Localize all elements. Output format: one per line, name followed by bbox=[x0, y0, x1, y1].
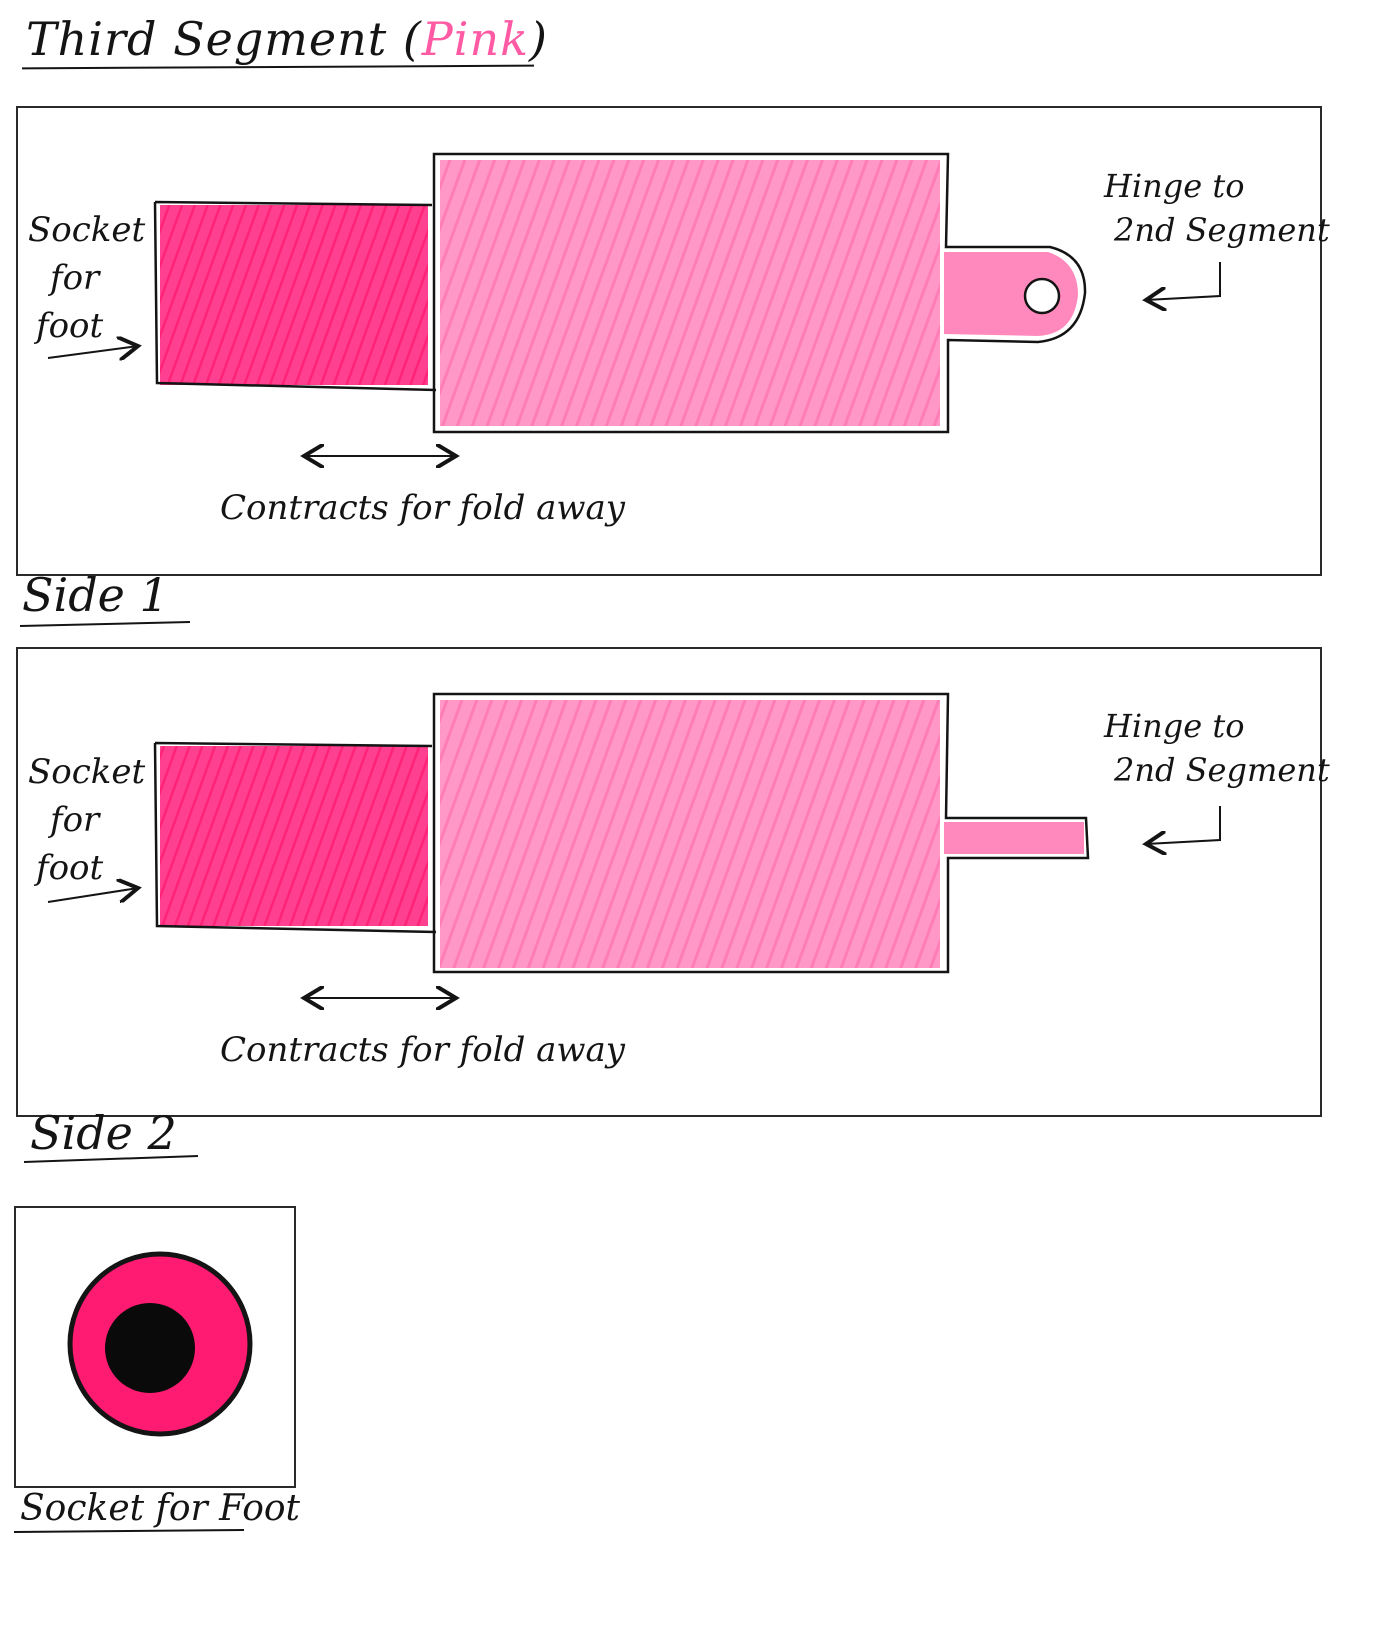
side1-panel bbox=[16, 106, 1322, 576]
side1-hinge-tab bbox=[944, 252, 1078, 336]
end-view-caption: Socket for Foot bbox=[20, 1488, 301, 1529]
end-view-drawing bbox=[67, 1251, 253, 1437]
side1-hinge-arrow bbox=[1146, 262, 1221, 300]
side2-caption-underline bbox=[23, 1155, 199, 1163]
side1-hinge-hole bbox=[1023, 277, 1061, 315]
side2-contract-label: Contracts for fold away bbox=[220, 1030, 625, 1070]
side1-socket-fill bbox=[160, 205, 428, 385]
side2-panel bbox=[16, 647, 1322, 1117]
side1-socket-arrow bbox=[47, 346, 138, 358]
side2-body-fill bbox=[440, 700, 940, 968]
side2-socket-fill bbox=[160, 746, 428, 926]
side1-body-outline bbox=[432, 152, 1087, 434]
side2-body-outline bbox=[432, 692, 1090, 974]
page-title: Third Segment (Pink) bbox=[26, 12, 548, 66]
side1-caption: Side 1 bbox=[22, 568, 169, 622]
side1-body-fill bbox=[440, 160, 940, 426]
side2-socket-arrow bbox=[47, 888, 138, 903]
side2-hinge-arrow bbox=[1146, 806, 1221, 844]
side2-drawing bbox=[47, 692, 1221, 998]
side1-socket-label: Socket for foot bbox=[28, 210, 146, 346]
side2-socket-outline bbox=[153, 741, 437, 934]
end-view-inner-hole bbox=[105, 1303, 195, 1393]
side1-socket-outline bbox=[153, 200, 437, 392]
end-view-caption-underline bbox=[13, 1529, 245, 1533]
side2-hinge-tab bbox=[944, 822, 1084, 854]
title-pink-word: Pink bbox=[421, 12, 529, 66]
side2-caption: Side 2 bbox=[30, 1106, 177, 1160]
end-view-panel bbox=[14, 1206, 296, 1488]
side2-socket-label: Socket for foot bbox=[28, 752, 146, 888]
side1-hinge-label: Hinge to 2nd Segment bbox=[1104, 167, 1330, 249]
side2-hinge-label: Hinge to 2nd Segment bbox=[1104, 707, 1330, 789]
side1-caption-underline bbox=[19, 621, 191, 627]
side1-contract-label: Contracts for fold away bbox=[220, 488, 625, 528]
side1-drawing bbox=[47, 152, 1221, 456]
